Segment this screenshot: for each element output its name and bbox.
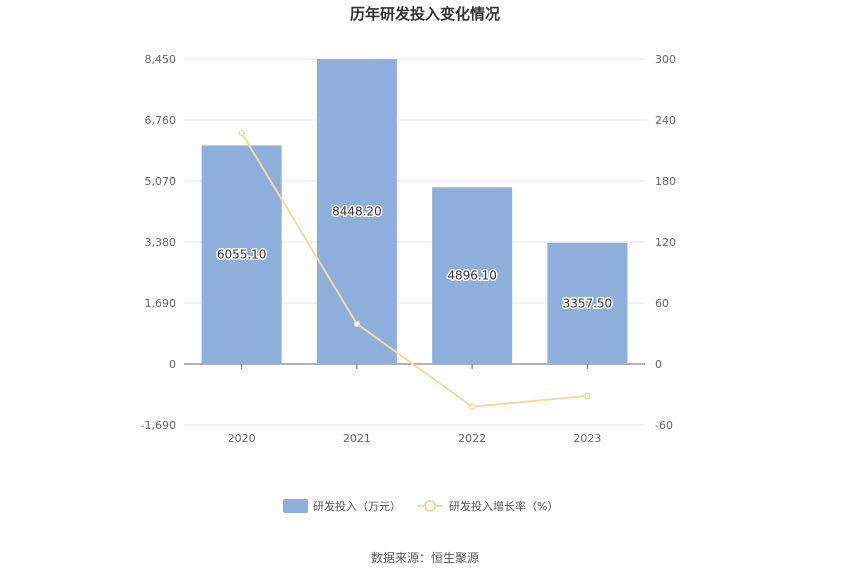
growth-point[interactable] <box>584 392 591 400</box>
x-tick-label: 2021 <box>343 432 371 445</box>
y-left-tick-label: 5,070 <box>145 175 177 188</box>
bar[interactable] <box>201 145 282 364</box>
bars <box>201 59 628 364</box>
bar-value-label: 4896.10 <box>447 269 497 283</box>
bar-value-label: 8448.20 <box>332 205 382 219</box>
y-right-tick-label: 120 <box>655 236 676 249</box>
data-source: 数据来源：恒生聚源 <box>371 550 479 565</box>
y-right-tick-label: 240 <box>655 114 676 127</box>
axes: 8,450 6,760 5,070 3,380 1,690 0 -1,690 300 240 18… <box>141 53 676 445</box>
growth-point[interactable] <box>468 403 476 410</box>
x-tick-label: 2022 <box>458 432 486 445</box>
legend-swatch-bar <box>283 499 308 513</box>
y-right-tick-label: 0 <box>655 358 662 371</box>
x-tick-label: 2023 <box>573 432 601 445</box>
legend-label-bar: 研发投入（万元） <box>313 499 401 513</box>
growth-point[interactable] <box>353 320 361 328</box>
y-right-tick-label: 300 <box>655 53 676 66</box>
growth-line-path <box>240 132 588 408</box>
data-labels: 6055.10 8448.20 4896.10 3357.50 <box>215 203 613 312</box>
growth-point[interactable] <box>238 129 245 137</box>
legend-label-line: 研发投入增长率（%） <box>449 499 558 513</box>
y-left-tick-label: 3,380 <box>145 236 177 249</box>
bar[interactable] <box>432 187 513 364</box>
legend[interactable]: 研发投入（万元） 研发投入增长率（%） <box>283 499 558 513</box>
y-left-tick-label: 8,450 <box>145 53 177 66</box>
y-right-tick-label: 180 <box>655 175 676 188</box>
y-right-tick-label: -60 <box>655 419 673 432</box>
bar[interactable] <box>316 59 397 364</box>
y-right-tick-label: 60 <box>655 297 669 310</box>
y-left-tick-label: 0 <box>169 358 176 371</box>
bar-value-label: 3357.50 <box>563 296 613 310</box>
y-left-tick-label: -1,690 <box>141 419 176 432</box>
y-left-tick-label: 6,760 <box>145 114 177 127</box>
bar[interactable] <box>547 242 628 364</box>
y-left-tick-label: 1,690 <box>145 297 177 310</box>
legend-swatch-marker <box>424 500 436 512</box>
chart-title: 历年研发投入变化情况 <box>350 5 500 23</box>
x-tick-label: 2020 <box>228 432 256 445</box>
growth-line <box>238 129 591 410</box>
bar-value-label: 6055.10 <box>217 248 267 262</box>
